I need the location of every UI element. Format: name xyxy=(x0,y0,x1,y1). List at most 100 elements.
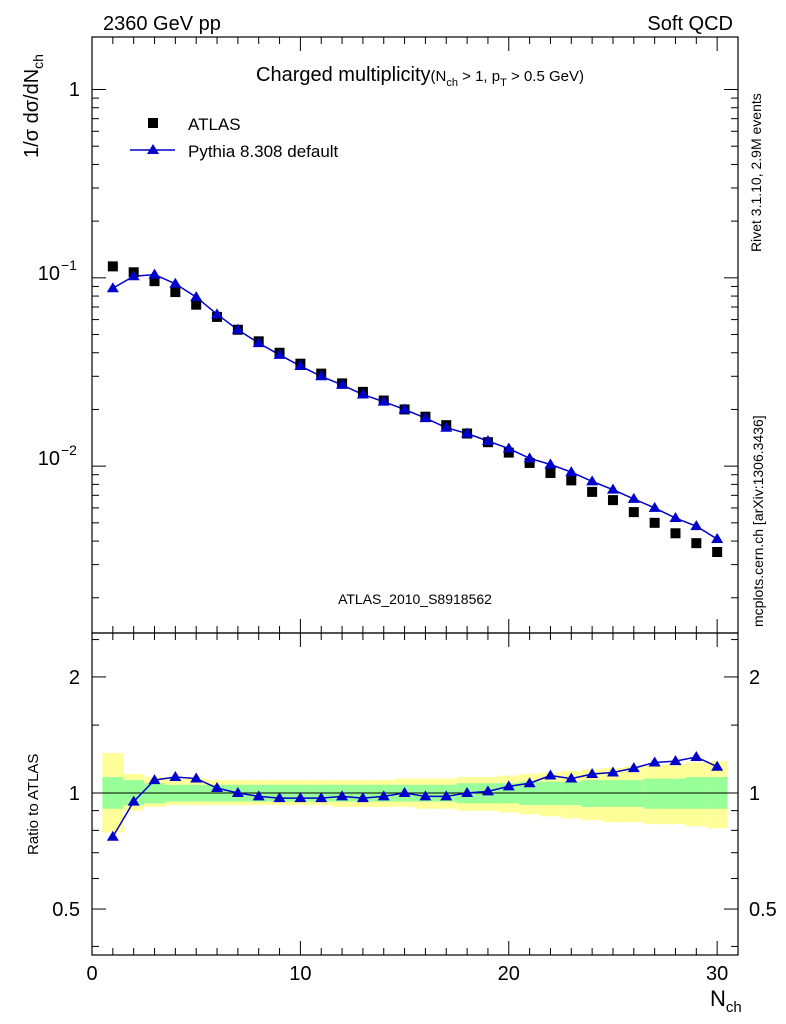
ratio-pythia-point xyxy=(315,792,328,803)
ratio-y-tick-label-right: 2 xyxy=(749,667,760,689)
y-tick-label-0.1: 10 xyxy=(38,263,60,285)
atlas-point xyxy=(545,467,556,478)
ratio-pythia-line xyxy=(112,756,718,838)
main-y-axis-label-text: 1/σ dσ/dN xyxy=(21,69,43,158)
ratio-plot-frame xyxy=(91,632,739,956)
legend-pythia-label: Pythia 8.308 default xyxy=(188,142,339,161)
mcplots-label: mcplots.cern.ch [arXiv:1306.3436] xyxy=(750,415,766,627)
legend-pythia-marker xyxy=(147,144,159,154)
atlas-point xyxy=(628,507,639,518)
pythia-point xyxy=(502,442,515,453)
pythia-line xyxy=(112,273,718,540)
pythia-point xyxy=(606,483,619,494)
x-tick-label: 0 xyxy=(86,963,97,985)
atlas-point xyxy=(587,486,598,497)
inner-band-bin xyxy=(665,778,686,809)
chart-title: Charged multiplicity(Nch > 1, pT > 0.5 G… xyxy=(256,64,584,89)
pythia-point xyxy=(669,512,682,523)
pythia-point xyxy=(273,348,286,359)
ratio-pythia-point xyxy=(461,786,474,797)
ratio-y-tick-label: 0.5 xyxy=(52,899,80,921)
inner-band-bin xyxy=(602,780,624,807)
y-tick-label-0.1-exp: −1 xyxy=(61,257,77,273)
pythia-point xyxy=(231,323,244,334)
pythia-point xyxy=(544,458,557,469)
atlas-point xyxy=(503,447,514,458)
ratio-pythia-point xyxy=(211,782,224,793)
ratio-y-tick-labels: 0.5 0.5 1 1 2 2 xyxy=(52,667,777,921)
pythia-point xyxy=(523,452,536,463)
ratio-pythia-point xyxy=(648,756,661,767)
x-axis-label: Nch xyxy=(710,986,742,1016)
x-tick-label: 20 xyxy=(498,963,520,985)
pythia-point xyxy=(440,421,453,432)
atlas-point xyxy=(649,517,660,528)
atlas-point xyxy=(524,457,535,468)
pythia-point xyxy=(690,520,703,531)
main-axis-ticks xyxy=(91,37,739,633)
pythia-point xyxy=(190,291,203,302)
ratio-pythia-point xyxy=(356,792,369,803)
pythia-point xyxy=(106,282,119,293)
chart-title-sub: (N xyxy=(431,68,447,85)
chart-title-main: Charged multiplicity xyxy=(256,64,431,86)
x-tick-labels: 0 10 20 30 xyxy=(86,963,728,985)
y-tick-label-0.1-base: 10 xyxy=(38,263,60,285)
pythia-point xyxy=(565,466,578,477)
ratio-pythia-point xyxy=(127,795,140,806)
ratio-pythia-point xyxy=(336,790,349,801)
ratio-pythia-point xyxy=(544,769,557,780)
pythia-point xyxy=(169,277,182,288)
pythia-point xyxy=(627,492,640,503)
main-y-axis-label-sub: ch xyxy=(30,54,46,69)
header-energy-label: 2360 GeV pp xyxy=(103,13,221,35)
ratio-plot-panel: Ratio to ATLAS 0.5 0.5 1 1 2 2 0 10 20 30 Nch xyxy=(25,632,777,1016)
x-axis-label-sub: ch xyxy=(726,999,742,1016)
pythia-point xyxy=(356,388,369,399)
pythia-point xyxy=(127,270,140,281)
ratio-uncertainty-bands xyxy=(102,752,728,833)
pythia-point xyxy=(398,403,411,414)
pythia-point xyxy=(586,475,599,486)
ratio-pythia-point xyxy=(148,774,161,785)
ratio-pythia-point xyxy=(169,771,182,782)
ratio-pythia-point xyxy=(419,790,432,801)
pythia-point xyxy=(315,370,328,381)
atlas-point xyxy=(170,287,181,298)
chart-title-sub-t: T xyxy=(500,77,507,89)
inner-band-bin xyxy=(644,778,666,809)
pythia-point xyxy=(419,412,432,423)
inner-band-bin xyxy=(623,780,645,807)
ratio-y-axis-label: Ratio to ATLAS xyxy=(25,754,42,855)
atlas-point xyxy=(107,261,118,272)
x-tick-label: 10 xyxy=(289,963,311,985)
pythia-point xyxy=(294,360,307,371)
legend-atlas-marker xyxy=(148,118,158,128)
ratio-y-tick-label-right: 0.5 xyxy=(749,899,777,921)
inner-band-bin xyxy=(581,780,603,807)
ratio-pythia-point xyxy=(502,780,515,791)
pythia-point xyxy=(377,395,390,406)
header-category-label: Soft QCD xyxy=(647,13,733,35)
pythia-point xyxy=(336,378,349,389)
x-tick-label: 30 xyxy=(706,963,728,985)
y-tick-label-0.01-base: 10 xyxy=(38,448,60,470)
pythia-point xyxy=(252,337,265,348)
pythia-point xyxy=(711,533,724,544)
ratio-pythia-point xyxy=(231,786,244,797)
atlas-point xyxy=(566,475,577,486)
ratio-pythia-point xyxy=(252,790,265,801)
chart-title-sub-rest: > 1, p xyxy=(458,68,500,85)
atlas-point xyxy=(691,538,702,549)
ratio-pythia-point xyxy=(627,762,640,773)
ratio-pythia-point xyxy=(398,786,411,797)
ratio-pythia-point xyxy=(586,768,599,779)
chart-title-sub-ch: ch xyxy=(446,77,458,89)
atlas-point xyxy=(670,528,681,539)
y-tick-label-0.01: 10 xyxy=(38,448,60,470)
ratio-pythia-point xyxy=(565,772,578,783)
main-y-axis-label: 1/σ dσ/dNch xyxy=(21,54,46,158)
ratio-pythia-point xyxy=(273,792,286,803)
ratio-y-tick-label: 2 xyxy=(69,667,80,689)
analysis-watermark: ATLAS_2010_S8918562 xyxy=(338,591,492,607)
